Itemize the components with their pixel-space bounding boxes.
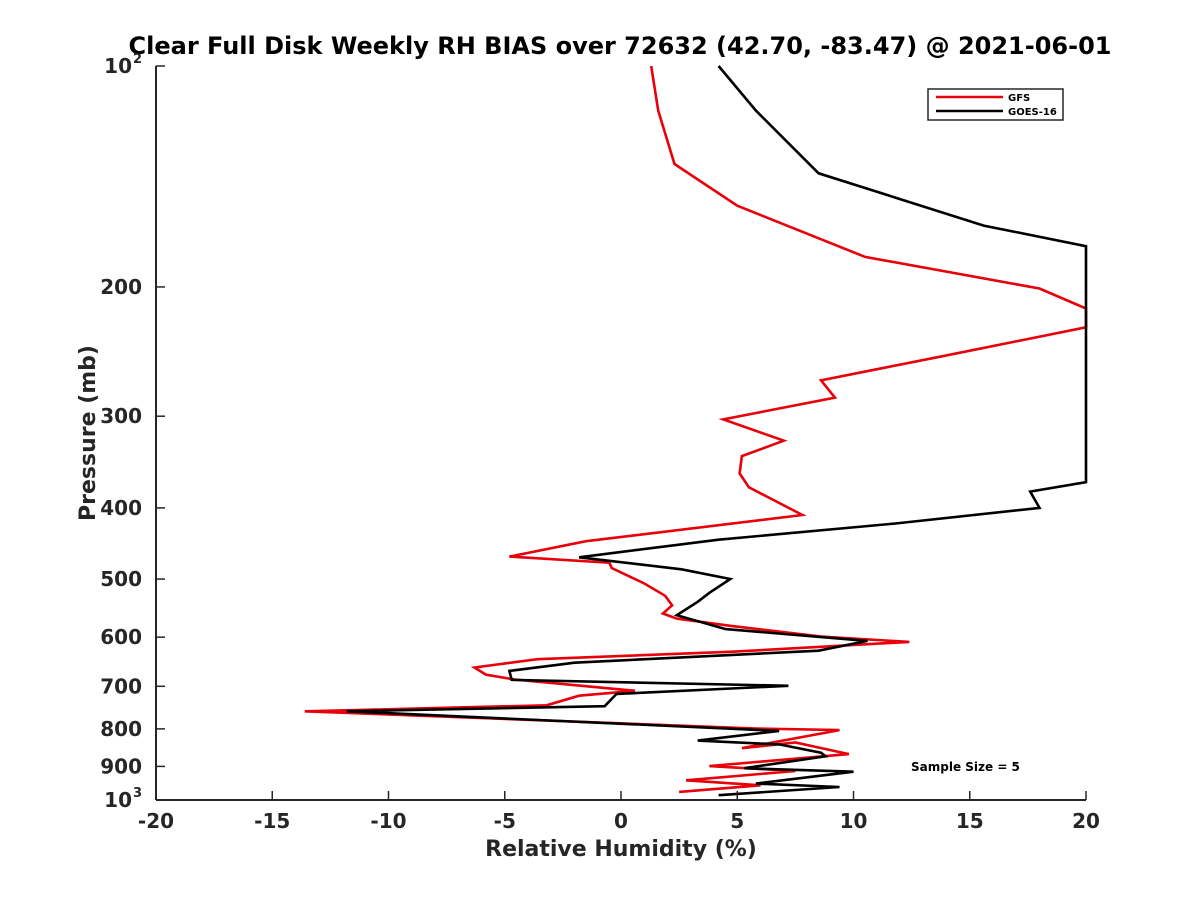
x-tick-label: -10 (370, 809, 406, 833)
x-ticks: -20 -15 -10 -5 0 5 10 15 20 (138, 791, 1100, 833)
y-tick-exponent: 3 (133, 786, 142, 801)
legend-label-gfs: GFS (1008, 93, 1030, 104)
x-tick-label: 5 (730, 809, 744, 833)
y-tick-label: 600 (100, 625, 142, 649)
x-axis-label: Relative Humidity (%) (485, 837, 757, 862)
x-tick-label: -15 (254, 809, 290, 833)
y-axis-label: Pressure (mb) (76, 345, 101, 521)
series-line-gfs (304, 65, 1088, 794)
legend-label-goes16: GOES-16 (1008, 107, 1057, 118)
y-tick-label: 200 (100, 275, 142, 299)
x-tick-label: 20 (1072, 809, 1100, 833)
x-tick-label: 15 (956, 809, 984, 833)
y-tick-base: 700 (100, 674, 142, 698)
y-tick-label: 300 (100, 404, 142, 428)
y-tick-base: 10 (104, 788, 132, 812)
x-tick-label: -5 (494, 809, 516, 833)
y-tick-label: 10 (104, 54, 132, 78)
y-tick-label: 900 (100, 754, 142, 778)
y-tick-base: 800 (100, 717, 142, 741)
x-tick-label: -20 (138, 809, 174, 833)
chart-title: Clear Full Disk Weekly RH BIAS over 7263… (129, 32, 1112, 60)
sample-size-annotation: Sample Size = 5 (911, 760, 1020, 774)
plot-area (155, 65, 1088, 801)
y-tick-label: 10 (104, 788, 132, 812)
x-tick-label: 10 (840, 809, 868, 833)
y-tick-base: 900 (100, 754, 142, 778)
legend-box (927, 88, 1064, 121)
series-layer (304, 65, 1088, 797)
y-tick-base: 300 (100, 404, 142, 428)
y-tick-exponent: 2 (133, 52, 142, 67)
legend: GFS GOES-16 (927, 88, 1064, 121)
y-tick-base: 500 (100, 567, 142, 591)
series-line-goes16 (346, 65, 1088, 797)
plot-background (156, 66, 1086, 800)
x-tick-label: 0 (614, 809, 628, 833)
y-tick-base: 400 (100, 496, 142, 520)
y-tick-label: 400 (100, 496, 142, 520)
y-tick-label: 800 (100, 717, 142, 741)
y-tick-base: 600 (100, 625, 142, 649)
y-tick-label: 500 (100, 567, 142, 591)
y-tick-label: 700 (100, 674, 142, 698)
y-tick-base: 10 (104, 54, 132, 78)
y-tick-base: 200 (100, 275, 142, 299)
